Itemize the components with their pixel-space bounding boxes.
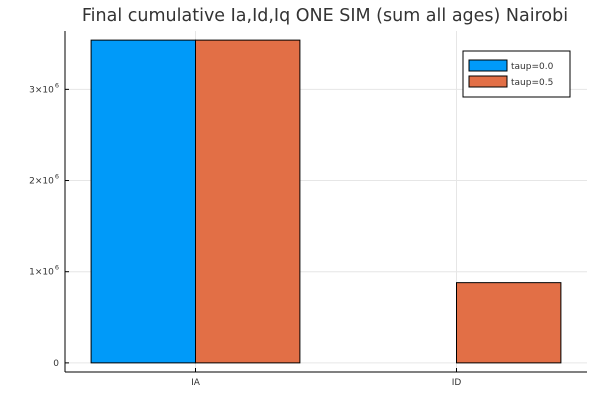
axes: 0 1×106 2×106 3×106 IA ID [29,31,587,388]
y-tick-label: 0 [53,359,59,369]
bar-taup=0.5-IA [195,39,301,364]
legend[interactable]: taup=0.0 taup=0.5 [462,50,571,98]
y-tick-exponent: 6 [55,264,59,272]
bar-taup=0.0-IA [90,39,196,364]
x-tick-label: IA [191,378,201,388]
y-tick-label: 3×106 [29,81,59,95]
bar-taup=0.5-ID [456,282,562,364]
y-tick-exponent: 6 [55,173,59,181]
legend-swatch [468,59,508,72]
legend-box [462,50,571,98]
x-tick-label: ID [452,378,462,388]
chart-title: Final cumulative Ia,Id,Iq ONE SIM (sum a… [82,6,568,26]
y-tick-label: 2×106 [29,173,59,187]
bars [90,39,562,364]
legend-label: taup=0.0 [511,62,554,72]
y-tick-exponent: 6 [55,81,59,89]
y-tick-label: 1×106 [29,264,59,278]
legend-label: taup=0.5 [511,78,553,88]
legend-swatch [468,75,508,88]
